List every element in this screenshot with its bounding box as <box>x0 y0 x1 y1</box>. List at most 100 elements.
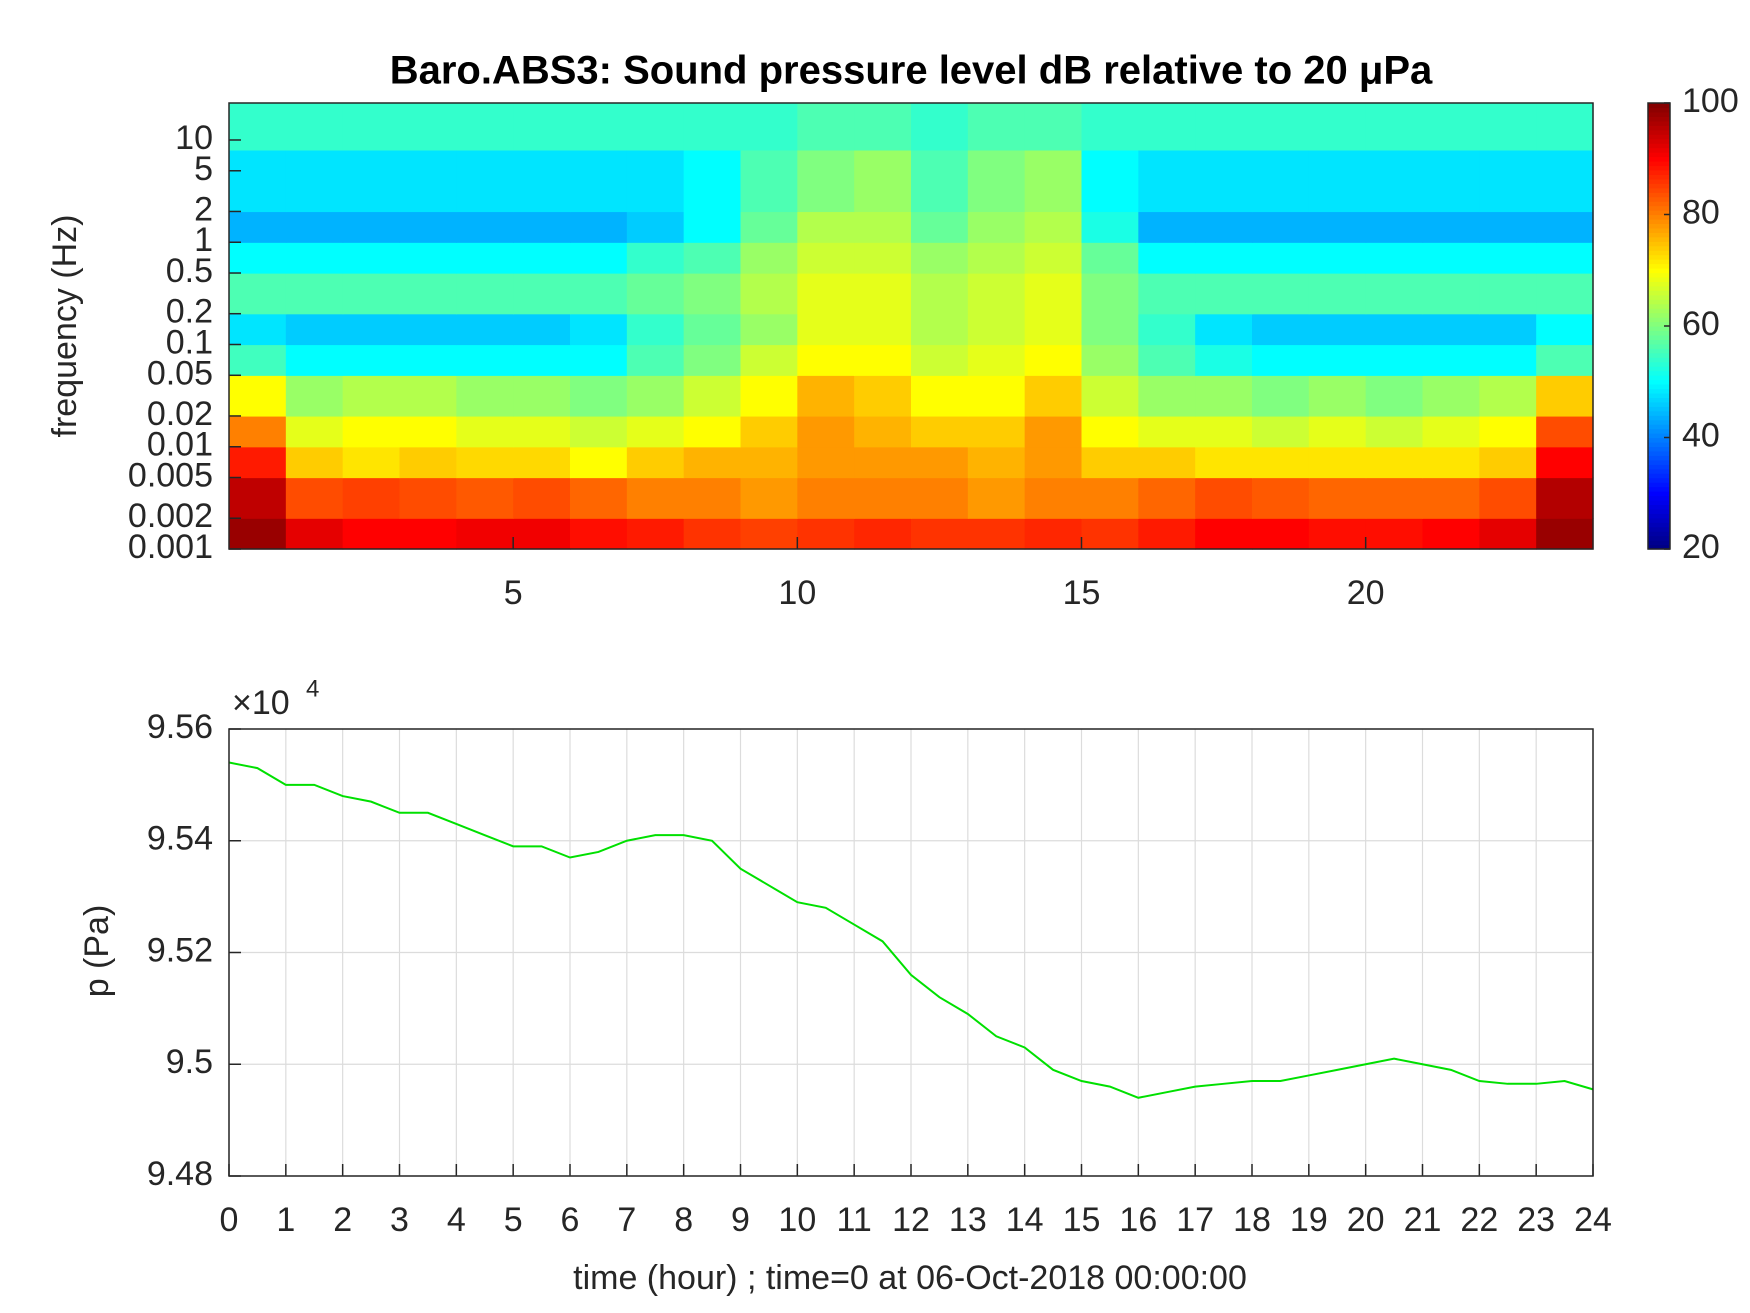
heat-cell <box>1195 211 1253 243</box>
heat-cell <box>1479 149 1537 213</box>
heat-cell <box>342 415 401 448</box>
colorbar-segment <box>1648 294 1670 300</box>
heat-cell <box>740 242 798 274</box>
axes-box <box>228 728 1594 1177</box>
heat-cell <box>399 446 457 479</box>
colorbar-segment <box>1648 156 1670 162</box>
heat-cell <box>683 313 742 346</box>
x-tick-label: 1 <box>276 1201 295 1239</box>
heat-cell <box>967 273 1026 315</box>
heat-cell <box>967 149 1026 213</box>
colorbar-segment <box>1648 116 1670 122</box>
colorbar-tick-label: 60 <box>1682 305 1720 343</box>
heat-cell <box>1252 273 1310 315</box>
heat-cell <box>1479 375 1537 417</box>
heat-cell <box>1422 103 1480 151</box>
heat-cell <box>911 273 969 315</box>
heat-cell <box>1365 415 1424 448</box>
heat-cell <box>1365 103 1424 151</box>
colorbar-segment <box>1648 334 1670 340</box>
y-tick-label: 2 <box>194 190 213 228</box>
heat-cell <box>1308 477 1367 519</box>
heat-cell <box>1252 446 1310 479</box>
heat-cell <box>1365 477 1424 519</box>
heat-cell <box>399 211 457 243</box>
colorbar-segment <box>1648 339 1670 345</box>
heat-cell <box>1422 518 1480 550</box>
x-tick-label: 0 <box>220 1201 239 1239</box>
heat-cell <box>740 313 798 346</box>
heat-cell <box>854 313 912 346</box>
colorbar-segment <box>1648 259 1670 265</box>
heat-cell <box>626 344 685 376</box>
heat-cell <box>570 344 628 376</box>
heat-cell <box>1195 103 1253 151</box>
heat-cell <box>399 313 457 346</box>
heat-cell <box>1308 149 1367 213</box>
heat-cell <box>1536 273 1594 315</box>
heat-cell <box>911 518 969 550</box>
colorbar-segment <box>1648 236 1670 242</box>
heat-cell <box>513 344 571 376</box>
heat-cell <box>740 344 798 376</box>
heat-cell <box>1024 211 1083 243</box>
heat-cell <box>399 103 457 151</box>
heat-cell <box>1024 103 1083 151</box>
heat-cell <box>740 446 798 479</box>
axes-box <box>228 102 1594 550</box>
heat-cell <box>229 273 287 315</box>
heat-cell <box>683 242 742 274</box>
colorbar-segment <box>1648 535 1670 541</box>
colorbar-segment <box>1648 303 1670 309</box>
heat-cell <box>399 344 457 376</box>
heat-cell <box>399 518 457 550</box>
x-tick-label: 16 <box>1119 1201 1157 1239</box>
y-tick-label: 9.48 <box>147 1155 213 1193</box>
heat-cell <box>456 149 514 213</box>
heat-cell <box>683 103 742 151</box>
y-tick-label: 0.01 <box>147 426 213 464</box>
colorbar-segment <box>1648 214 1670 220</box>
heat-cell <box>854 477 912 519</box>
heat-cell <box>456 415 514 448</box>
heat-cell <box>626 446 685 479</box>
x-tick-label: 20 <box>1347 1201 1385 1239</box>
heat-cell <box>1365 313 1424 346</box>
colorbar-segment <box>1648 383 1670 390</box>
heat-cell <box>1422 313 1480 346</box>
heat-cell <box>513 518 571 550</box>
colorbar-segment <box>1648 410 1670 416</box>
heat-cell <box>797 313 855 346</box>
heat-cell <box>1081 344 1139 376</box>
heat-cell <box>229 242 287 274</box>
y-tick-label: 5 <box>194 150 213 188</box>
heat-cell <box>967 415 1026 448</box>
heat-cell <box>570 103 628 151</box>
heat-cell <box>797 446 855 479</box>
heat-cell <box>1252 375 1310 417</box>
heat-cell <box>1138 518 1196 550</box>
colorbar-segment <box>1648 415 1670 421</box>
heat-cell <box>1024 518 1083 550</box>
heat-cell <box>1308 242 1367 274</box>
heat-cell <box>1422 242 1480 274</box>
colorbar-tick-label: 20 <box>1682 528 1720 566</box>
colorbar-segment <box>1648 227 1670 233</box>
heat-cell <box>1365 446 1424 479</box>
y-tick-label: 9.52 <box>147 931 213 969</box>
x-tick-label: 15 <box>1063 1201 1101 1239</box>
heat-cell <box>285 518 344 550</box>
y-tick-label: 0.002 <box>128 497 213 535</box>
heat-cell <box>911 415 969 448</box>
heat-cell <box>285 149 344 213</box>
heat-cell <box>513 415 571 448</box>
heat-cell <box>1365 149 1424 213</box>
heat-cell <box>1479 344 1537 376</box>
heat-cell <box>399 242 457 274</box>
heat-cell <box>456 375 514 417</box>
x-tick-label: 5 <box>504 1201 523 1239</box>
colorbar-segment <box>1648 326 1670 332</box>
colorbar-segment <box>1648 441 1670 448</box>
heat-cell <box>456 446 514 479</box>
colorbar-segment <box>1648 254 1670 260</box>
